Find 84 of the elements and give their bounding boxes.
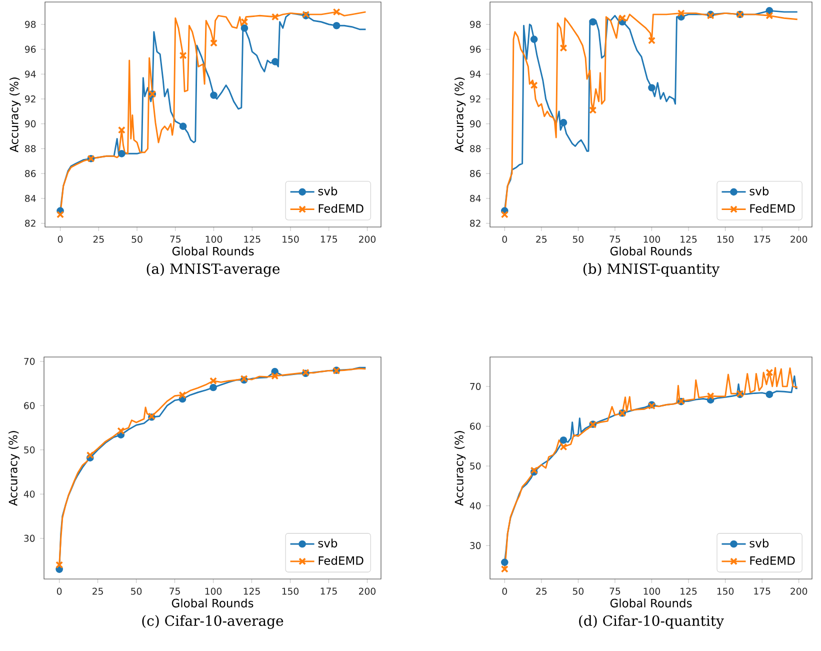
legend-label: svb <box>318 186 338 196</box>
x-axis-title: Global Rounds <box>610 246 692 256</box>
y-tick-label: 92 <box>470 95 480 102</box>
y-tick-label: 94 <box>25 70 36 78</box>
x-tick-label: 75 <box>610 236 620 243</box>
x-tick-label: 50 <box>572 588 584 595</box>
y-tick-label: 98 <box>470 20 481 28</box>
x-tick-label: 75 <box>610 588 620 595</box>
x-tick-label: 175 <box>754 236 770 243</box>
x-axis-title: Global Rounds <box>610 598 692 608</box>
x-tick-label: 175 <box>321 236 337 243</box>
x-tick-label: 100 <box>644 588 660 595</box>
y-tick-label: 88 <box>25 145 36 152</box>
y-tick-label: 82 <box>470 220 480 227</box>
y-tick-label: 84 <box>470 194 481 202</box>
x-tick-label: 50 <box>132 236 142 243</box>
y-tick-label: 86 <box>470 170 481 178</box>
legend-label: FedEMD <box>750 556 795 565</box>
y-tick-label: 30 <box>24 534 35 542</box>
x-tick-label: 125 <box>244 588 260 595</box>
y-tick-label: 94 <box>470 70 481 78</box>
legend-label: svb <box>750 538 769 548</box>
x-tick-label: 75 <box>170 588 180 595</box>
x-tick-label: 150 <box>717 236 734 243</box>
text: (a) MNIST-average <box>146 263 280 277</box>
y-tick-label: 92 <box>25 95 36 102</box>
x-tick-label: 125 <box>244 236 260 243</box>
y-tick-label: 96 <box>25 46 36 53</box>
x-tick-label: 125 <box>680 236 697 243</box>
text: (b) MNIST-quantity <box>583 263 720 277</box>
x-axis-title: Global Rounds <box>172 598 254 608</box>
x-tick-label: 75 <box>170 236 181 243</box>
y-tick-label: 82 <box>25 220 36 227</box>
x-tick-label: 100 <box>644 236 660 243</box>
x-tick-label: 200 <box>790 588 808 595</box>
x-tick-label: 175 <box>320 588 337 595</box>
y-axis-title: Accuracy (%) <box>454 431 466 506</box>
x-tick-label: 0 <box>56 588 62 595</box>
y-tick-label: 88 <box>470 145 481 152</box>
y-tick-label: 30 <box>470 542 481 550</box>
x-axis-title: Global Rounds <box>172 246 254 256</box>
x-tick-label: 0 <box>502 588 507 595</box>
x-tick-label: 150 <box>282 236 299 243</box>
y-tick-label: 90 <box>25 120 36 128</box>
x-tick-label: 200 <box>790 236 808 243</box>
y-axis-title: Accuracy (%) <box>454 78 466 152</box>
legend-label: FedEMD <box>318 556 364 565</box>
y-tick-label: 98 <box>25 20 36 28</box>
y-tick-label: 50 <box>470 462 481 470</box>
legend-label: FedEMD <box>318 204 364 213</box>
legend-label: svb <box>318 538 338 548</box>
text: (c) Cifar-10-average <box>142 615 284 629</box>
x-tick-label: 25 <box>536 236 547 243</box>
x-tick-label: 25 <box>536 588 547 595</box>
legend-label: FedEMD <box>750 204 795 213</box>
y-tick-label: 70 <box>470 382 481 390</box>
y-axis-title: Accuracy (%) <box>8 431 20 506</box>
x-tick-label: 200 <box>359 588 376 595</box>
y-tick-label: 40 <box>470 502 481 510</box>
text: (d) Cifar-10-quantity <box>579 615 724 629</box>
x-tick-label: 150 <box>717 588 734 595</box>
x-tick-label: 50 <box>572 236 584 243</box>
x-tick-label: 175 <box>754 588 770 595</box>
x-tick-label: 100 <box>205 588 222 595</box>
x-tick-label: 200 <box>359 236 376 243</box>
x-tick-label: 150 <box>282 588 299 595</box>
legend-label: svb <box>750 186 769 196</box>
y-tick-label: 60 <box>470 422 481 430</box>
y-tick-label: 84 <box>25 194 36 202</box>
y-tick-label: 86 <box>25 170 36 178</box>
y-tick-label: 50 <box>24 446 35 454</box>
x-tick-label: 25 <box>93 236 104 243</box>
y-tick-label: 90 <box>470 120 481 128</box>
y-tick-label: 96 <box>470 46 481 53</box>
x-tick-label: 0 <box>58 236 63 243</box>
y-tick-label: 70 <box>24 358 35 365</box>
y-tick-label: 60 <box>24 402 35 410</box>
y-axis-title: Accuracy (%) <box>10 78 21 152</box>
x-tick-label: 100 <box>206 236 222 243</box>
y-tick-label: 40 <box>24 490 35 498</box>
x-tick-label: 25 <box>92 588 103 595</box>
x-tick-label: 0 <box>502 236 507 243</box>
x-tick-label: 50 <box>131 588 142 595</box>
x-tick-label: 125 <box>680 588 697 595</box>
